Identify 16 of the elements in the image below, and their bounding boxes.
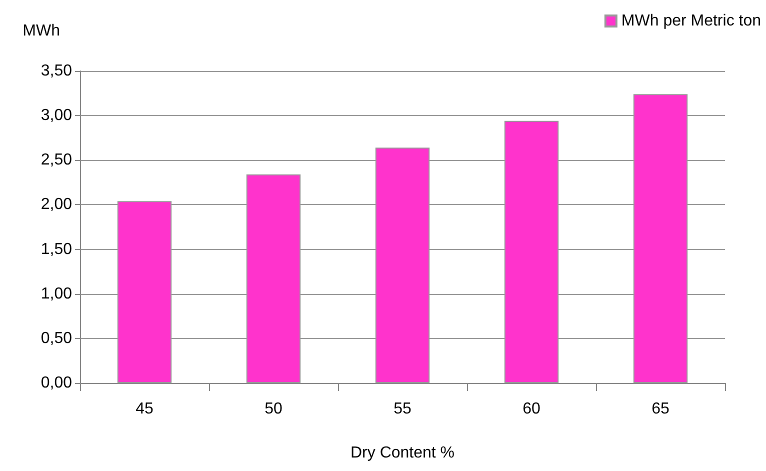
- y-tick-label: 1,00: [40, 285, 72, 302]
- y-tick-label: 3,00: [40, 107, 72, 124]
- y-tick-label: 2,50: [40, 152, 72, 169]
- y-tick-label: 0,00: [40, 374, 72, 392]
- x-tick-label: 60: [522, 400, 540, 418]
- x-tick-label: 45: [136, 400, 154, 418]
- legend-label: MWh per Metric ton: [621, 12, 762, 30]
- y-tick-label: 0,50: [40, 330, 72, 347]
- x-tick-label: 50: [264, 400, 282, 418]
- y-axis-title: MWh: [22, 22, 60, 40]
- y-tick-label: 3,50: [40, 62, 72, 80]
- x-tick-label: 65: [652, 400, 670, 418]
- y-tick-label: 2,00: [40, 196, 72, 214]
- x-tick-label: 55: [394, 400, 412, 418]
- x-axis-title: Dry Content %: [350, 444, 455, 462]
- y-tick-label: 1,50: [40, 240, 72, 258]
